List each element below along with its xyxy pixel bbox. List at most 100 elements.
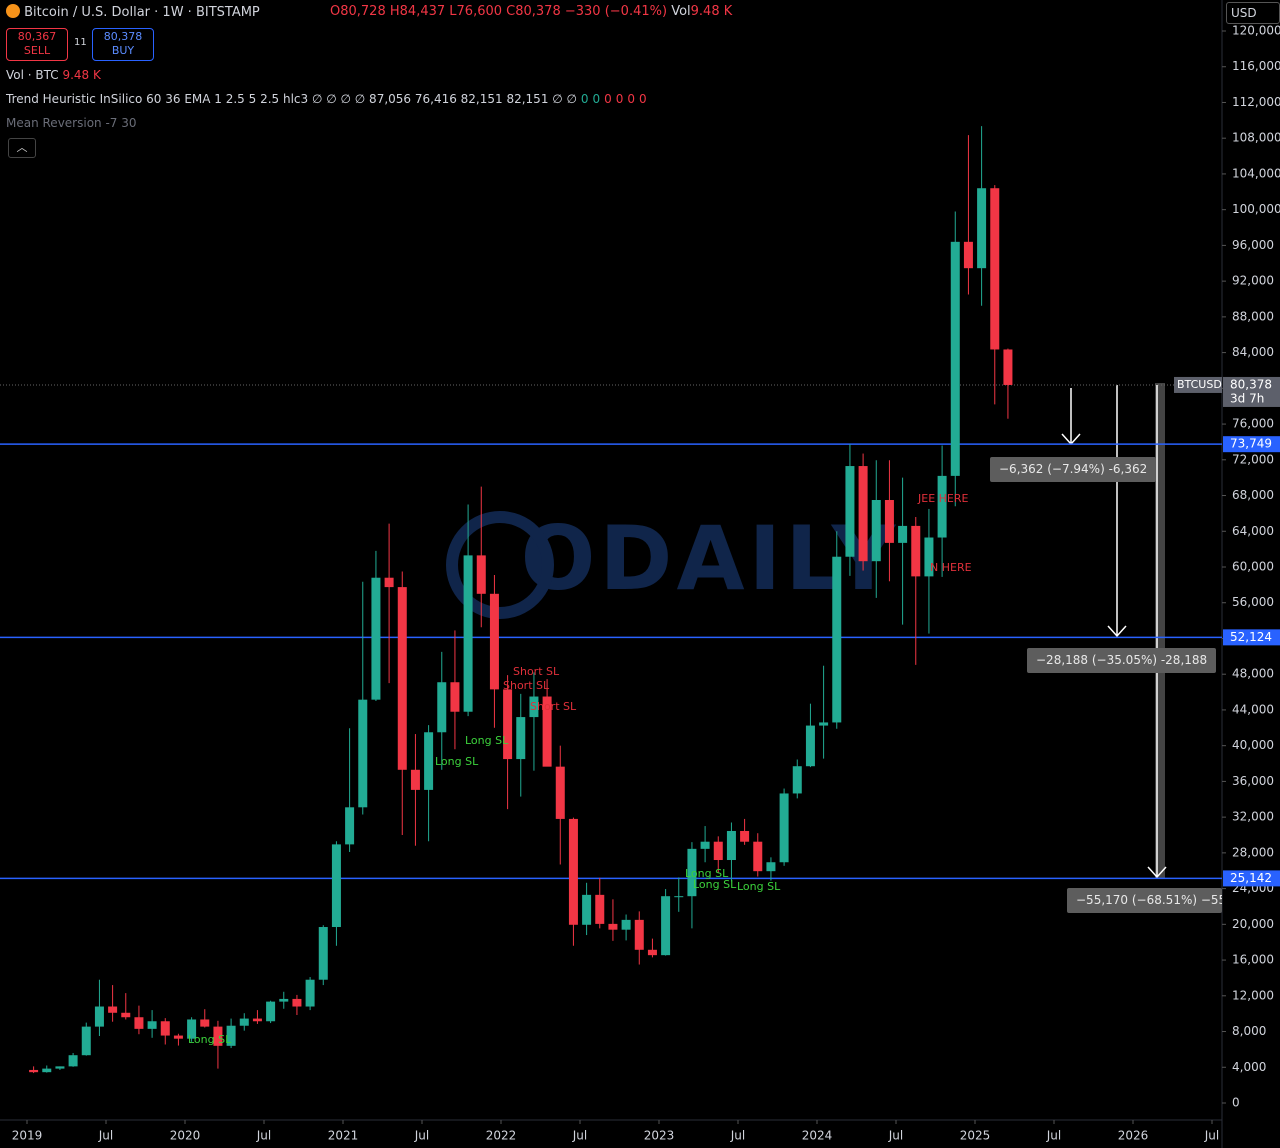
x-tick-label: Jul bbox=[572, 1129, 587, 1143]
y-tick-label: 108,000 bbox=[1232, 131, 1280, 145]
flag: 0 bbox=[615, 92, 624, 106]
candle-body bbox=[68, 1055, 78, 1067]
measurement: −6,362 (−7.94%) -6,362 bbox=[990, 457, 1157, 482]
signal-label: N HERE bbox=[930, 561, 972, 574]
x-tick-label: 2023 bbox=[644, 1129, 675, 1143]
candle-body bbox=[792, 766, 802, 794]
signal-label: Long SL bbox=[435, 755, 479, 768]
candle-body bbox=[529, 696, 539, 718]
candle-body bbox=[252, 1018, 262, 1022]
ohlc: O80,728 H84,437 L76,600 C80,378 −330 (−0… bbox=[330, 4, 732, 19]
symbol-tag-bg bbox=[1174, 376, 1222, 393]
level-tag bbox=[1223, 436, 1280, 453]
indicator: Mean Reversion -7 30 bbox=[6, 116, 137, 130]
change: −330 (−0.41%) bbox=[564, 4, 668, 19]
candle-body bbox=[977, 188, 987, 269]
y-tick-label: 120,000 bbox=[1232, 24, 1280, 38]
candle-body bbox=[81, 1026, 91, 1056]
y-tick-label: 8,000 bbox=[1232, 1024, 1266, 1038]
candle-body bbox=[858, 466, 868, 562]
x-tick-label: 2020 bbox=[170, 1129, 201, 1143]
candle-body bbox=[476, 555, 486, 594]
open: O80,728 bbox=[330, 4, 386, 19]
candle-body bbox=[147, 1021, 157, 1029]
volume-indicator: Vol · BTC 9.48 K bbox=[6, 68, 101, 82]
candle-body bbox=[766, 862, 776, 872]
candle-body bbox=[674, 896, 684, 898]
y-tick-label: 100,000 bbox=[1232, 202, 1280, 216]
candle-body bbox=[779, 793, 789, 863]
high: H84,437 bbox=[389, 4, 446, 19]
close: C80,378 bbox=[506, 4, 561, 19]
flag: 0 bbox=[639, 92, 647, 106]
candle-body bbox=[700, 841, 710, 849]
sell-label: SELL bbox=[23, 44, 51, 57]
candle-body bbox=[647, 949, 657, 956]
candle-body bbox=[371, 577, 381, 700]
collapse-button[interactable]: ︿ bbox=[8, 138, 36, 158]
level-tag bbox=[1223, 629, 1280, 646]
candle-body bbox=[661, 896, 671, 956]
vol: 9.48 K bbox=[690, 4, 733, 19]
candle-body bbox=[213, 1026, 223, 1046]
y-tick-label: 20,000 bbox=[1232, 917, 1274, 931]
candle-body bbox=[384, 577, 394, 588]
flag: 0 bbox=[580, 92, 589, 106]
vol-label: Vol bbox=[671, 4, 691, 19]
symbol: Bitcoin / U.S. Dollar · 1W · BITSTAMP bbox=[6, 4, 260, 20]
signal-label: Short SL bbox=[513, 665, 560, 678]
x-tick-label: Jul bbox=[256, 1129, 271, 1143]
candle-body bbox=[608, 923, 618, 930]
y-tick-label: 92,000 bbox=[1232, 274, 1274, 288]
candle-body bbox=[410, 769, 420, 790]
candle-body bbox=[463, 555, 473, 712]
candle-body bbox=[911, 525, 921, 577]
y-tick-label: 0 bbox=[1232, 1096, 1240, 1110]
candle-body bbox=[845, 466, 855, 557]
candle-body bbox=[503, 689, 513, 760]
candle-body bbox=[713, 841, 723, 861]
candle-body bbox=[160, 1021, 170, 1036]
x-tick-label: 2021 bbox=[328, 1129, 359, 1143]
y-tick-label: 48,000 bbox=[1232, 667, 1274, 681]
candle-body bbox=[990, 188, 1000, 350]
signal-label: JEE HERE bbox=[917, 492, 969, 505]
sell-button[interactable]: 80,367 SELL bbox=[6, 28, 68, 61]
candle-body bbox=[187, 1019, 197, 1039]
signal-label: Short SL bbox=[503, 679, 550, 692]
candle-body bbox=[42, 1068, 52, 1073]
y-tick-label: 116,000 bbox=[1232, 59, 1280, 73]
candle-body bbox=[726, 830, 736, 861]
y-tick-label: 60,000 bbox=[1232, 560, 1274, 574]
candle-body bbox=[568, 818, 578, 925]
candle-body bbox=[94, 1006, 104, 1027]
watermark-logo bbox=[446, 511, 554, 619]
vol-name: Vol · BTC bbox=[6, 68, 59, 82]
candle-body bbox=[266, 1001, 276, 1022]
x-tick-label: Jul bbox=[888, 1129, 903, 1143]
candle-body bbox=[950, 241, 960, 476]
candle-body bbox=[582, 894, 592, 925]
y-tick-label: 16,000 bbox=[1232, 953, 1274, 967]
x-tick-label: 2026 bbox=[1118, 1129, 1149, 1143]
x-tick-label: Jul bbox=[98, 1129, 113, 1143]
measurement: −28,188 (−35.05%) -28,188 bbox=[1027, 648, 1217, 673]
candle-body bbox=[542, 696, 552, 767]
signal-label: Long SL bbox=[465, 734, 509, 747]
spread: 11 bbox=[74, 37, 87, 48]
vol-value: 9.48 K bbox=[62, 68, 101, 82]
ind-values: ∅ ∅ ∅ ∅ 87,056 76,416 82,151 82,151 ∅ ∅ bbox=[311, 92, 577, 106]
y-tick-label: 84,000 bbox=[1232, 345, 1274, 359]
signal-label: Long SL bbox=[188, 1033, 232, 1046]
currency[interactable]: USD bbox=[1226, 2, 1280, 24]
buy-label: BUY bbox=[111, 44, 135, 57]
signal-label: Long SL bbox=[737, 880, 781, 893]
measure-bar bbox=[1155, 383, 1165, 878]
buy-button[interactable]: 80,378 BUY bbox=[92, 28, 154, 61]
watermark: ODAILY bbox=[521, 507, 900, 610]
y-tick-label: 56,000 bbox=[1232, 595, 1274, 609]
y-tick-label: 88,000 bbox=[1232, 309, 1274, 323]
